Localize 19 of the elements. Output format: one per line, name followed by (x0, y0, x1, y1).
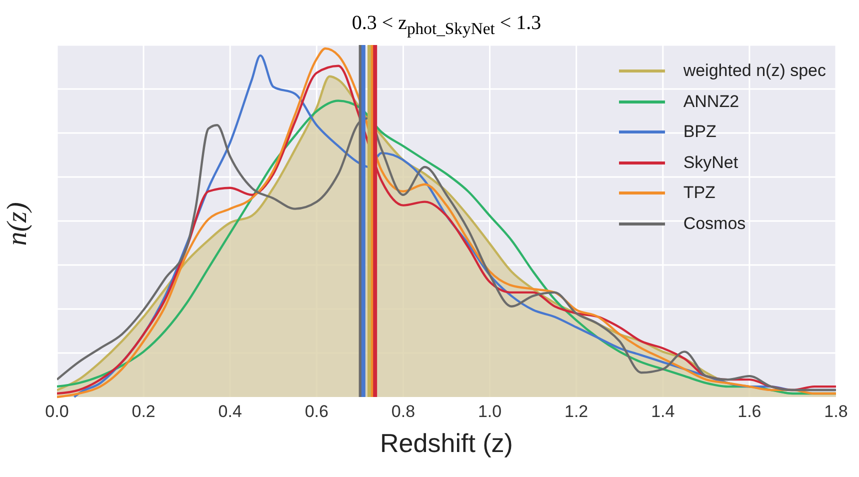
x-tick-label: 0.2 (132, 402, 156, 422)
y-axis-title: n(z) (2, 201, 34, 248)
x-tick-label: 0.0 (45, 402, 69, 422)
x-tick-label: 1.8 (824, 402, 848, 422)
legend-label: weighted n(z) spec (683, 60, 826, 82)
x-axis-title: Redshift (z) (379, 428, 514, 459)
legend-label: Cosmos (683, 212, 746, 234)
legend-label: ANNZ2 (683, 90, 740, 112)
legend-label: TPZ (683, 182, 716, 204)
x-tick-label: 0.8 (391, 402, 416, 422)
x-tick-label: 0.6 (304, 402, 328, 422)
x-tick-label: 0.4 (218, 402, 242, 422)
x-tick-label: 1.0 (478, 402, 502, 422)
x-tick-label: 1.4 (651, 402, 675, 422)
x-tick-label: 1.6 (738, 402, 762, 422)
legend-label: BPZ (683, 121, 716, 143)
legend-label: SkyNet (683, 152, 738, 174)
x-tick-label: 1.2 (564, 402, 588, 422)
chart-title: 0.3 < z$_{phot_SkyNet}$ < 1.3 (350, 12, 542, 39)
